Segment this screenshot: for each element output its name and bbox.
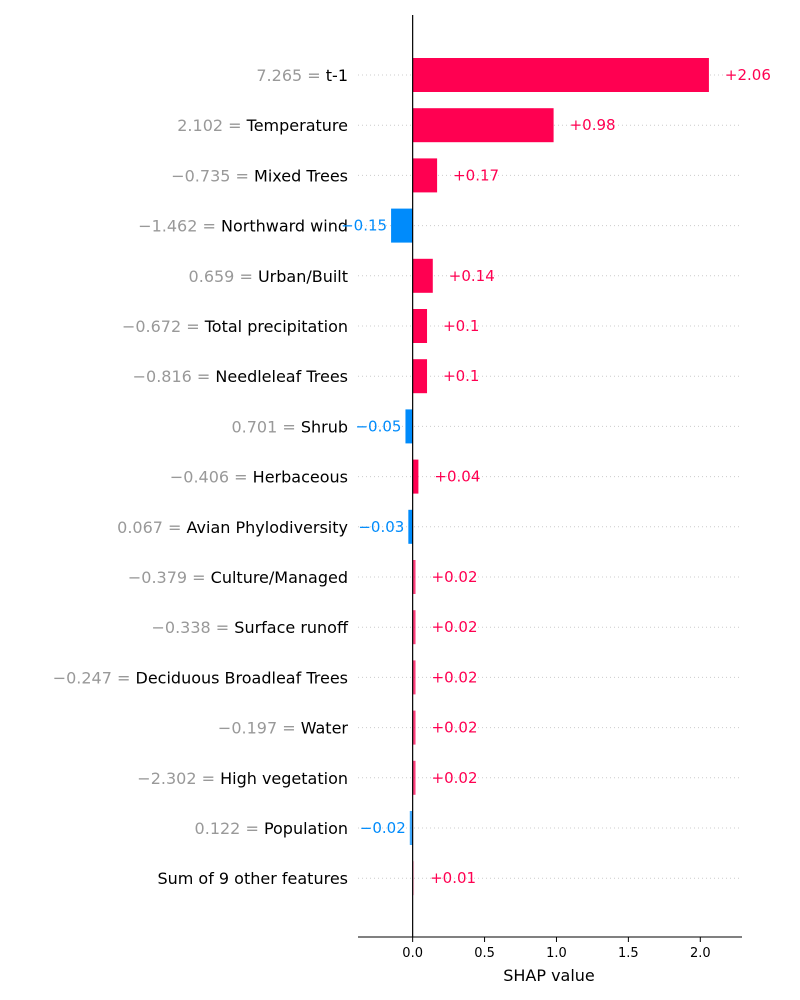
feature-value: 0.122 = [195, 819, 264, 838]
shap-bar [412, 309, 428, 343]
feature-name: Needleleaf Trees [215, 367, 348, 386]
bar-value-label: +0.04 [434, 468, 480, 486]
bar-value-label: +0.02 [432, 719, 478, 737]
shap-bar [412, 158, 438, 193]
feature-name: Culture/Managed [211, 568, 348, 587]
feature-name: Surface runoff [234, 618, 349, 637]
feature-label: 2.102 = Temperature [177, 116, 348, 135]
bar-value-label: +0.02 [432, 668, 478, 686]
feature-value: 7.265 = [256, 66, 325, 85]
feature-value: −0.406 = [170, 468, 253, 487]
feature-name: Herbaceous [253, 468, 348, 487]
bar-value-label: −0.03 [358, 518, 404, 536]
feature-label: −0.379 = Culture/Managed [128, 568, 348, 587]
shap-bar [412, 660, 416, 695]
bar-value-label: +2.06 [725, 66, 771, 84]
bar-value-label: +0.1 [443, 317, 479, 335]
feature-value: 0.659 = [189, 267, 258, 286]
feature-label: 0.067 = Avian Phylodiversity [117, 518, 348, 537]
feature-name: Mixed Trees [254, 166, 348, 185]
feature-value: −0.672 = [122, 317, 205, 336]
bar-value-label: −0.02 [360, 819, 406, 837]
feature-value: −0.379 = [128, 568, 211, 587]
feature-name: High vegetation [220, 769, 348, 788]
feature-label: −2.302 = High vegetation [137, 769, 348, 788]
feature-name: Total precipitation [204, 317, 348, 336]
feature-label: 0.659 = Urban/Built [189, 267, 348, 286]
shap-bar [412, 258, 433, 293]
bar-value-label: +0.17 [453, 166, 499, 184]
bar-value-label: +0.02 [432, 568, 478, 586]
feature-label: 0.122 = Population [195, 819, 348, 838]
feature-value: −2.302 = [137, 769, 220, 788]
feature-label: −0.247 = Deciduous Broadleaf Trees [53, 668, 348, 687]
bar-value-label: +0.1 [443, 367, 479, 385]
shap-bar [409, 811, 413, 845]
feature-label: −0.406 = Herbaceous [170, 468, 348, 487]
feature-label: Sum of 9 other features [157, 869, 348, 888]
x-tick-label: 0.0 [402, 946, 423, 961]
feature-name: Urban/Built [258, 267, 348, 286]
feature-label: −0.735 = Mixed Trees [171, 166, 348, 185]
shap-bar [412, 760, 416, 795]
feature-name: Avian Phylodiversity [187, 518, 348, 537]
bar-value-label: −0.15 [341, 217, 387, 235]
x-tick-label: 2.0 [690, 946, 711, 961]
bar-value-label: +0.14 [449, 267, 495, 285]
feature-name: Population [264, 819, 348, 838]
x-tick-label: 1.0 [546, 946, 567, 961]
feature-label: −0.197 = Water [218, 719, 349, 738]
feature-value: 0.701 = [231, 417, 300, 436]
feature-label: −1.462 = Northward wind [138, 217, 348, 236]
x-tick-label: 1.5 [618, 946, 639, 961]
shap-bar [412, 359, 428, 394]
feature-value: −0.735 = [171, 166, 254, 185]
shap-bar [405, 409, 413, 444]
shap-bar [412, 710, 416, 745]
feature-name: Water [301, 719, 349, 738]
bar-value-label: +0.02 [432, 618, 478, 636]
feature-name: Shrub [301, 417, 348, 436]
feature-value: 0.067 = [117, 518, 186, 537]
x-axis-label: SHAP value [503, 966, 595, 985]
x-tick-label: 0.5 [474, 946, 495, 961]
shap-bar [412, 58, 709, 92]
feature-name: Northward wind [221, 217, 348, 236]
x-axis: 0.0 0.5 1.0 1.5 2.0 [358, 15, 742, 961]
feature-value: −0.197 = [218, 719, 301, 738]
bars: +2.06 +0.98 +0.17 −0.15 +0.14 +0.1 +0.1 −0.05 +0… [341, 58, 771, 896]
feature-label: −0.672 = Total precipitation [122, 317, 348, 336]
bar-value-label: +0.98 [570, 116, 616, 134]
feature-value: −0.338 = [151, 618, 234, 637]
feature-value: −1.462 = [138, 217, 221, 236]
feature-label: 7.265 = t-1 [256, 66, 348, 85]
feature-label: −0.816 = Needleleaf Trees [133, 367, 348, 386]
shap-bar [391, 208, 413, 243]
feature-label: 0.701 = Shrub [231, 417, 348, 436]
bar-value-label: +0.01 [430, 869, 476, 887]
shap-bar [408, 509, 413, 544]
feature-name: Temperature [246, 116, 348, 135]
shap-bar [412, 108, 554, 143]
shap-bar [412, 861, 415, 896]
feature-name: t-1 [326, 66, 348, 85]
feature-value: 2.102 = [177, 116, 246, 135]
shap-bar [412, 560, 416, 594]
feature-value: −0.816 = [133, 367, 216, 386]
feature-label: −0.338 = Surface runoff [151, 618, 348, 637]
feature-name: Deciduous Broadleaf Trees [136, 668, 349, 687]
bar-value-label: +0.02 [432, 769, 478, 787]
feature-labels: 7.265 = t-1 2.102 = Temperature −0.735 = M… [53, 66, 349, 888]
bar-value-label: −0.05 [355, 417, 401, 435]
shap-bar [412, 610, 416, 645]
feature-value: −0.247 = [53, 668, 136, 687]
feature-name: Sum of 9 other features [157, 869, 348, 888]
shap-bar [412, 459, 419, 494]
